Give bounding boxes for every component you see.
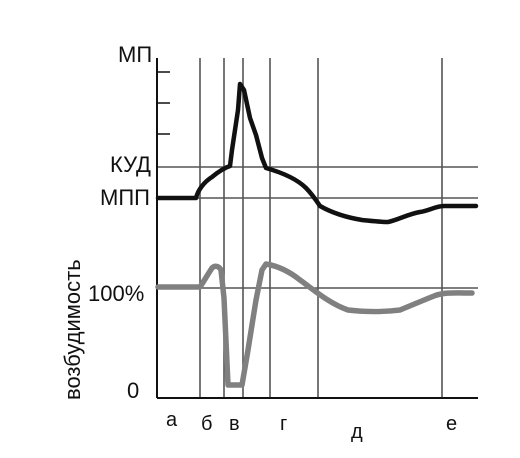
phase-label-v: в [229, 413, 240, 435]
kud-label: КУД [110, 152, 151, 177]
excitability-curve [155, 261, 475, 388]
mp-label: МП [118, 42, 152, 67]
membrane-potential-curve [155, 81, 479, 225]
hundred-percent-label: 100% [88, 281, 144, 306]
y-axis-ticks [157, 71, 170, 135]
mpp-label: МПП [100, 185, 150, 210]
phase-label-e: е [446, 413, 457, 435]
axes [156, 58, 478, 399]
phase-labels: а б в г д е [166, 409, 457, 443]
excitability-axis-label: возбудимость [60, 259, 85, 400]
phase-label-b: б [201, 413, 212, 435]
zero-label: 0 [127, 378, 139, 403]
phase-label-a: а [166, 409, 178, 431]
phase-label-g: г [280, 413, 287, 435]
phase-label-d: д [351, 421, 363, 443]
grid-lines [157, 58, 478, 398]
